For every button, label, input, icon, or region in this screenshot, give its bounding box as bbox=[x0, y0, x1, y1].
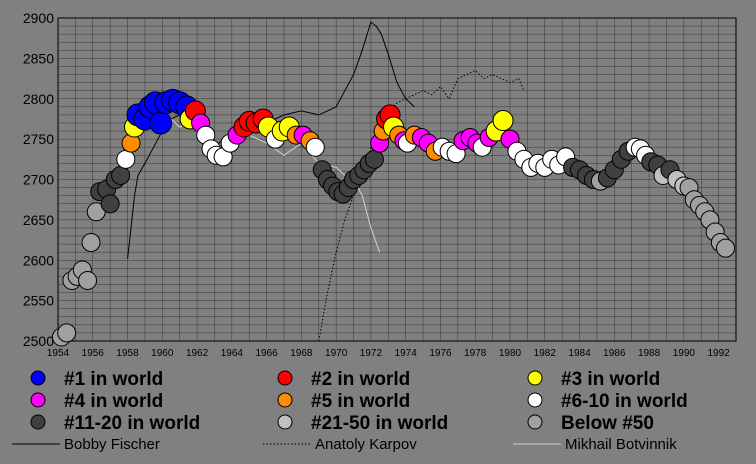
legend-line-label: Mikhail Botvinnik bbox=[565, 436, 677, 453]
data-point bbox=[364, 149, 384, 169]
x-tick-label: 1956 bbox=[82, 348, 105, 359]
legend-marker bbox=[30, 414, 46, 430]
legend-label: #2 in world bbox=[311, 369, 410, 390]
data-point bbox=[716, 238, 736, 258]
x-tick-label: 1974 bbox=[395, 348, 418, 359]
x-tick-label: 1978 bbox=[464, 348, 487, 359]
y-tick-label: 2800 bbox=[23, 91, 54, 107]
legend-line-label: Anatoly Karpov bbox=[315, 436, 417, 453]
legend-marker bbox=[277, 414, 293, 430]
x-tick-label: 1954 bbox=[47, 348, 70, 359]
data-point bbox=[100, 194, 120, 214]
y-tick-label: 2850 bbox=[23, 50, 54, 66]
x-tick-label: 1980 bbox=[499, 348, 522, 359]
y-tick-label: 2900 bbox=[23, 10, 54, 26]
x-tick-label: 1962 bbox=[186, 348, 209, 359]
data-point bbox=[149, 111, 173, 135]
x-tick-label: 1958 bbox=[116, 348, 139, 359]
legend-line-label: Bobby Fischer bbox=[64, 436, 160, 453]
legend-marker bbox=[30, 392, 46, 408]
data-point bbox=[57, 323, 77, 343]
legend-label: #4 in world bbox=[64, 391, 163, 412]
x-tick-label: 1970 bbox=[325, 348, 348, 359]
legend-marker bbox=[527, 370, 543, 386]
data-point bbox=[81, 232, 101, 252]
legend-marker bbox=[527, 414, 543, 430]
y-tick-label: 2700 bbox=[23, 172, 54, 188]
x-tick-label: 1990 bbox=[673, 348, 696, 359]
y-tick-label: 2600 bbox=[23, 252, 54, 268]
x-tick-label: 1986 bbox=[603, 348, 626, 359]
data-point bbox=[492, 110, 514, 132]
x-tick-label: 1968 bbox=[290, 348, 313, 359]
y-tick-label: 2500 bbox=[23, 333, 54, 349]
x-tick-label: 1988 bbox=[638, 348, 661, 359]
x-tick-label: 1976 bbox=[429, 348, 452, 359]
y-tick-label: 2750 bbox=[23, 131, 54, 147]
y-tick-label: 2550 bbox=[23, 293, 54, 309]
legend-marker bbox=[277, 370, 293, 386]
legend-marker bbox=[277, 392, 293, 408]
x-tick-label: 1984 bbox=[568, 348, 591, 359]
legend-label: #1 in world bbox=[64, 369, 163, 390]
legend-label: #5 in world bbox=[311, 391, 410, 412]
legend-label: #3 in world bbox=[561, 369, 660, 390]
legend-label: Below #50 bbox=[561, 413, 654, 434]
data-point bbox=[111, 165, 131, 185]
legend-label: #6-10 in world bbox=[561, 391, 688, 412]
x-tick-label: 1992 bbox=[707, 348, 730, 359]
y-tick-label: 2650 bbox=[23, 212, 54, 228]
x-tick-label: 1982 bbox=[534, 348, 557, 359]
legend-label: #21-50 in world bbox=[311, 413, 448, 434]
plot-area: 2500 2550 2600 2650 2700 2750 2800 2850 2900 1954… bbox=[23, 10, 737, 359]
x-tick-label: 1960 bbox=[151, 348, 174, 359]
data-point bbox=[116, 149, 136, 169]
data-point bbox=[305, 137, 325, 157]
legend: #1 in world #2 in world #3 in world #4 in w… bbox=[12, 369, 688, 453]
legend-marker bbox=[30, 370, 46, 386]
x-tick-label: 1972 bbox=[360, 348, 383, 359]
legend-label: #11-20 in world bbox=[64, 413, 200, 434]
legend-marker bbox=[527, 392, 543, 408]
x-tick-label: 1966 bbox=[255, 348, 278, 359]
data-point bbox=[78, 270, 98, 290]
x-tick-label: 1964 bbox=[221, 348, 244, 359]
